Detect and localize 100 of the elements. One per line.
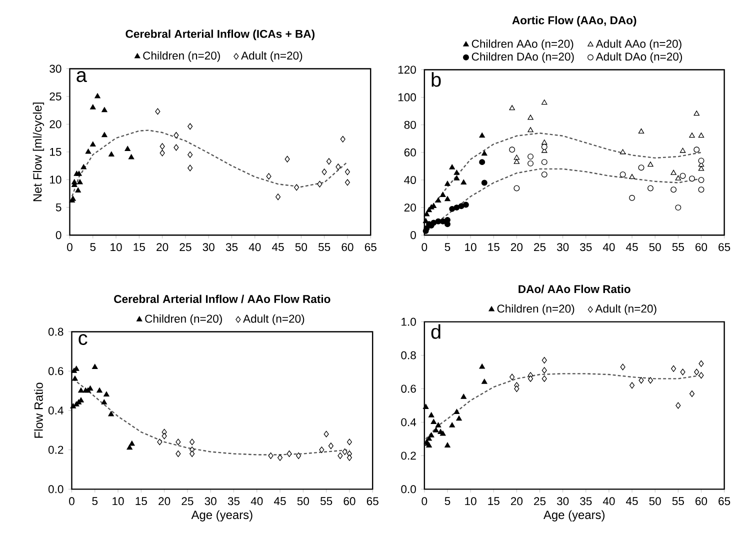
- x-tick-label: 55: [672, 497, 684, 506]
- x-tick-label: 30: [556, 497, 569, 506]
- x-tick-label: 40: [602, 243, 615, 252]
- x-tick-label: 5: [444, 497, 450, 506]
- x-tick-label: 0: [69, 497, 74, 506]
- x-tick-label: 0: [67, 243, 72, 252]
- x-tick-label: 25: [534, 497, 546, 506]
- legend-label: Children (n=20): [143, 51, 220, 62]
- legend-label: Adult (n=20): [241, 51, 302, 62]
- y-tick-label: 20: [50, 120, 62, 128]
- x-tick-label: 60: [344, 497, 356, 506]
- legend-label: Adult AAo (n=20): [596, 39, 682, 50]
- x-tick-label: 50: [649, 243, 661, 252]
- x-tick-label: 45: [626, 243, 638, 251]
- x-tick-label: 10: [465, 497, 476, 506]
- y-tick-label: 0.0: [401, 485, 416, 494]
- x-tick-label: 15: [488, 497, 500, 506]
- x-tick-label: 20: [158, 497, 170, 506]
- x-tick-label: 5: [90, 243, 96, 251]
- legend-label: Adult (n=20): [595, 304, 656, 315]
- x-tick-label: 45: [272, 243, 284, 251]
- y-tick-label: 100: [398, 93, 416, 102]
- y-tick-label: 0.6: [401, 384, 416, 393]
- x-tick-label: 0: [422, 243, 428, 252]
- x-tick-label: 50: [649, 497, 661, 506]
- y-tick-label: 25: [50, 92, 62, 100]
- y-tick-label: 0.4: [48, 406, 64, 414]
- y-tick-label: 20: [404, 204, 416, 212]
- annotation: d: [431, 324, 440, 339]
- x-tick-label: 45: [626, 497, 638, 506]
- x-tick-label: 40: [602, 497, 615, 506]
- x-tick-label: 20: [510, 243, 523, 252]
- y-tick-label: 15: [50, 148, 62, 156]
- y-tick-label: 0.2: [48, 446, 64, 454]
- x-tick-label: 15: [136, 497, 147, 506]
- chart-title: Cerebral Arterial Inflow (ICAs + BA): [126, 30, 314, 40]
- x-tick-label: 20: [156, 243, 168, 252]
- chart-title: DAo/ AAo Flow Ratio: [518, 284, 630, 294]
- y-axis-title: Flow Ratio: [34, 382, 43, 438]
- annotation: a: [76, 71, 87, 82]
- x-tick-label: 30: [202, 243, 214, 252]
- x-tick-label: 5: [92, 497, 98, 506]
- legend-label: Adult DAo (n=20): [596, 52, 682, 63]
- x-tick-label: 25: [182, 497, 194, 506]
- x-tick-label: 15: [488, 243, 500, 251]
- x-tick-label: 20: [510, 497, 523, 506]
- legend-label: Children DAo (n=20): [472, 52, 574, 63]
- x-tick-label: 40: [248, 243, 261, 252]
- x-tick-label: 10: [465, 243, 476, 252]
- y-tick-label: 0.4: [401, 418, 416, 426]
- annotation: c: [78, 334, 88, 346]
- y-tick-label: 0: [410, 231, 416, 240]
- x-tick-label: 0: [422, 497, 428, 506]
- x-axis-title: Age (years): [191, 510, 252, 522]
- y-tick-label: 0: [56, 231, 62, 240]
- x-tick-label: 55: [318, 243, 330, 251]
- x-tick-label: 40: [250, 497, 263, 506]
- y-tick-label: 0.8: [48, 328, 64, 336]
- x-tick-label: 5: [444, 243, 450, 251]
- y-tick-label: 60: [404, 148, 416, 156]
- x-tick-label: 50: [295, 243, 308, 252]
- x-tick-label: 10: [112, 497, 124, 506]
- x-tick-label: 45: [274, 497, 286, 506]
- y-tick-label: 0.6: [48, 367, 64, 376]
- x-tick-label: 35: [580, 497, 592, 506]
- y-tick-label: 0.2: [401, 452, 416, 460]
- legend-label: Children (n=20): [145, 314, 222, 325]
- y-axis-title: Net Flow [ml/cycle]: [32, 102, 44, 202]
- x-tick-label: 35: [228, 497, 240, 506]
- x-tick-label: 65: [366, 497, 378, 506]
- x-tick-label: 60: [342, 243, 354, 252]
- x-tick-label: 65: [364, 243, 376, 252]
- x-tick-label: 65: [718, 243, 730, 252]
- x-tick-label: 55: [320, 497, 332, 506]
- x-tick-label: 10: [110, 243, 122, 252]
- y-tick-label: 0.0: [48, 485, 64, 494]
- x-tick-label: 30: [556, 243, 569, 252]
- x-tick-label: 65: [718, 497, 730, 506]
- y-tick-label: 120: [398, 66, 416, 74]
- chart-title: Cerebral Arterial Inflow / AAo Flow Ratio: [114, 294, 330, 304]
- x-tick-label: 30: [204, 497, 216, 506]
- y-tick-label: 5: [56, 203, 62, 212]
- legend-label: Children AAo (n=20): [472, 39, 574, 50]
- y-tick-label: 40: [404, 176, 416, 184]
- x-tick-label: 25: [180, 243, 192, 252]
- x-tick-label: 25: [534, 243, 546, 252]
- y-tick-label: 80: [404, 120, 416, 129]
- x-tick-label: 35: [580, 243, 592, 252]
- x-tick-label: 55: [672, 243, 684, 251]
- y-tick-label: 0.8: [401, 351, 416, 360]
- x-tick-label: 15: [134, 243, 145, 251]
- x-tick-label: 35: [226, 243, 238, 252]
- y-tick-label: 30: [50, 64, 62, 73]
- legend-label: Children (n=20): [497, 304, 574, 315]
- x-tick-label: 50: [297, 497, 310, 506]
- x-tick-label: 60: [696, 243, 708, 252]
- annotation: b: [432, 72, 441, 87]
- chart-title: Aortic Flow (AAo, DAo): [512, 16, 636, 27]
- y-tick-label: 10: [50, 176, 62, 184]
- legend-label: Adult (n=20): [243, 314, 304, 325]
